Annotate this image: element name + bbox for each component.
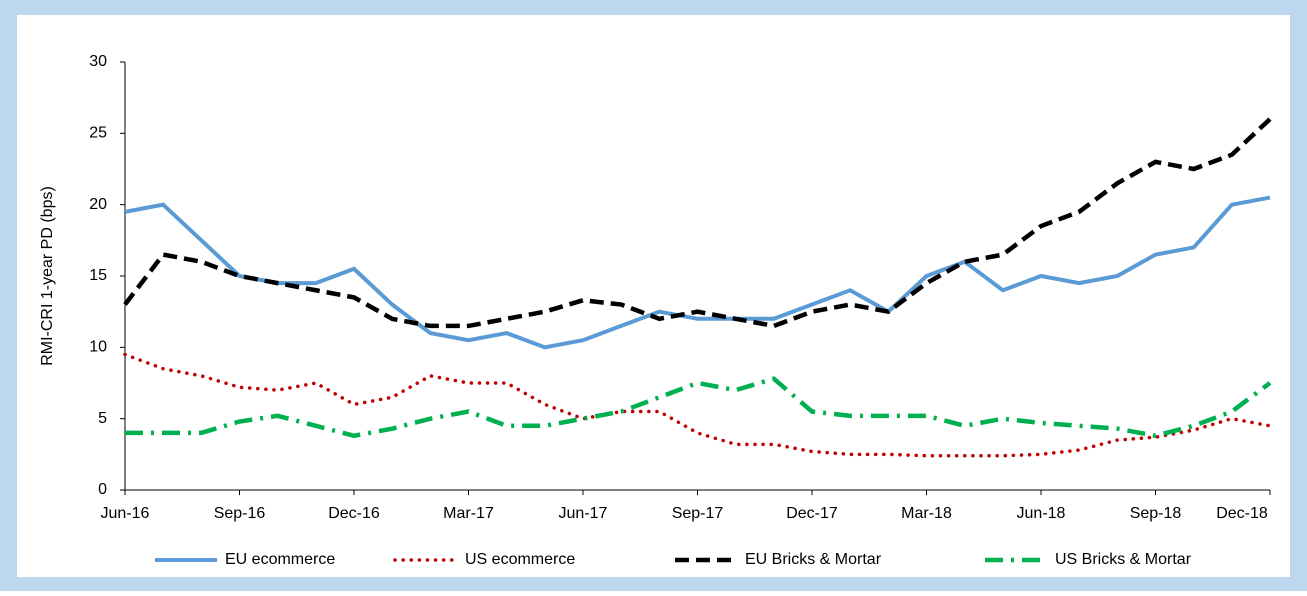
y-tick-label: 5	[98, 410, 107, 427]
x-tick-label: Sep-16	[214, 505, 266, 522]
legend-label: EU Bricks & Mortar	[745, 551, 882, 568]
x-tick-label: Jun-17	[559, 505, 608, 522]
x-tick-label: Sep-17	[672, 505, 724, 522]
legend-label: US Bricks & Mortar	[1055, 551, 1192, 568]
legend-label: US ecommerce	[465, 551, 575, 568]
series-line	[124, 195, 1271, 350]
chart-area	[17, 15, 1290, 577]
x-tick-label: Mar-17	[443, 505, 494, 522]
x-tick-label: Mar-18	[901, 505, 952, 522]
series-line	[123, 352, 1272, 458]
legend-label: EU ecommerce	[225, 551, 335, 568]
x-tick-label: Dec-16	[328, 505, 380, 522]
x-tick-label: Jun-18	[1017, 505, 1066, 522]
x-tick-label: Dec-18	[1216, 505, 1268, 522]
y-tick-label: 15	[89, 267, 107, 284]
series-line	[125, 376, 1272, 439]
y-tick-label: 0	[98, 481, 107, 498]
series-line	[123, 117, 1272, 329]
y-tick-label: 10	[89, 339, 107, 356]
y-tick-label: 25	[89, 125, 107, 142]
y-tick-label: 30	[89, 53, 107, 70]
y-tick-label: 20	[89, 196, 107, 213]
y-axis-label: RMI-CRI 1-year PD (bps)	[39, 186, 56, 366]
x-tick-label: Sep-18	[1130, 505, 1182, 522]
x-tick-label: Jun-16	[101, 505, 150, 522]
x-tick-label: Dec-17	[786, 505, 838, 522]
